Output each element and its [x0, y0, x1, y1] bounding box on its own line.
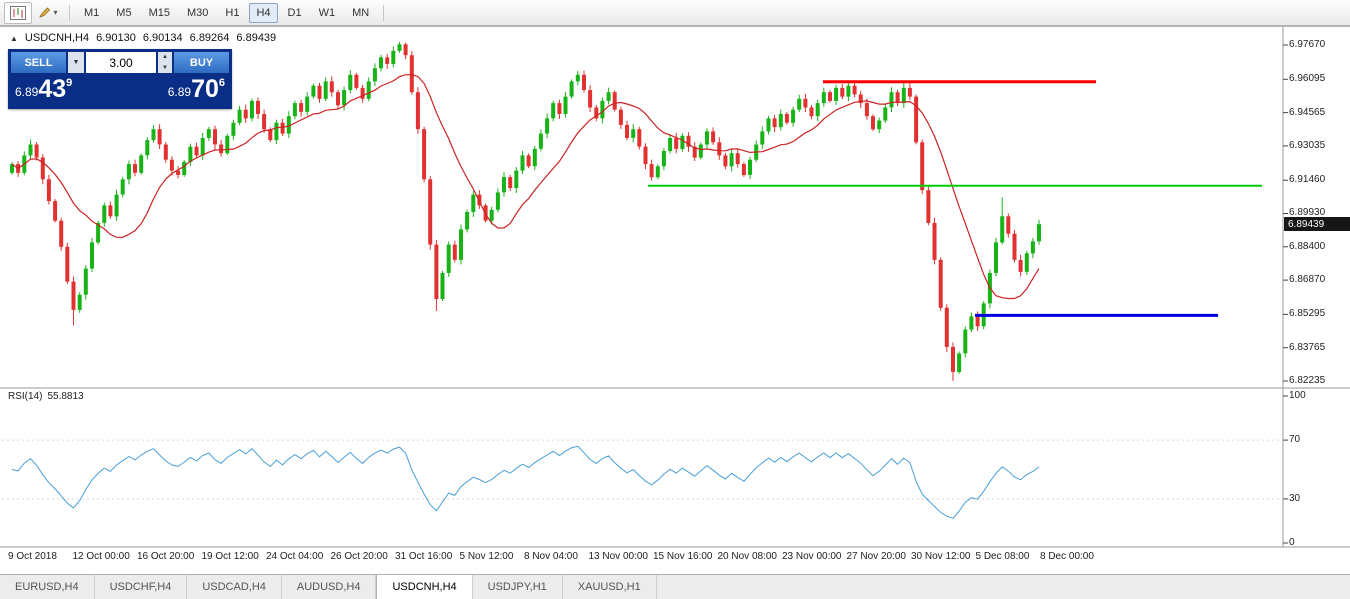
price-axis-label: 6.91460 [1289, 174, 1326, 186]
chart-area [0, 26, 1350, 575]
timeframe-button-m1[interactable]: M1 [84, 6, 100, 19]
symbol-tab-usdcnh-h4[interactable]: USDCNH,H4 [376, 575, 473, 599]
ohlc-high: 6.90134 [142, 32, 183, 44]
pencil-icon [39, 7, 51, 18]
ohlc-close: 6.89439 [236, 32, 277, 44]
draw-tool-button[interactable]: ▾ [34, 2, 62, 24]
price-axis-label: 6.94565 [1289, 106, 1326, 118]
volume-input[interactable] [86, 52, 156, 73]
time-axis-label: 8 Dec 00:00 [1040, 551, 1094, 562]
timeframe-button-m15[interactable]: M15 [148, 6, 170, 19]
price-axis-label: 6.86870 [1289, 274, 1326, 286]
volume-up-icon[interactable]: ▲ [162, 54, 168, 61]
time-axis-label: 24 Oct 04:00 [266, 551, 324, 562]
rsi-indicator-label: RSI(14) 55.8813 [8, 391, 84, 402]
bid-prefix: 6.89 [15, 85, 39, 99]
chart-symbol-label: USDCNH,H4 [24, 32, 90, 44]
time-axis-label: 12 Oct 00:00 [72, 551, 130, 562]
time-axis-label: 26 Oct 20:00 [330, 551, 388, 562]
candlestick-chart-icon [10, 5, 26, 20]
sell-button[interactable]: SELL [11, 52, 66, 73]
ask-prefix: 6.89 [167, 85, 192, 99]
chart-ohlc-header: ▲ USDCNH,H4 6.90130 6.90134 6.89264 6.89… [10, 32, 276, 44]
time-axis-label: 20 Nov 08:00 [717, 551, 778, 562]
time-axis-label: 23 Nov 00:00 [782, 551, 842, 562]
toolbar-separator-2 [383, 4, 385, 21]
time-axis-label: 30 Nov 12:00 [911, 551, 971, 562]
volume-down-icon[interactable]: ▼ [162, 64, 168, 71]
price-axis-label: 6.85295 [1289, 308, 1326, 320]
ask-price[interactable]: 6.89 70 6 [164, 74, 229, 106]
timeframe-button-mn[interactable]: MN [352, 6, 370, 19]
time-axis-label: 9 Oct 2018 [8, 551, 57, 562]
timeframe-button-d1[interactable]: D1 [287, 6, 302, 19]
draw-tool-dropdown-icon[interactable]: ▾ [53, 8, 58, 17]
time-axis-label: 27 Nov 20:00 [846, 551, 907, 562]
ohlc-low: 6.89264 [189, 32, 230, 44]
price-axis-label: 6.97670 [1289, 39, 1326, 50]
bid-price[interactable]: 6.89 43 9 [11, 74, 76, 106]
timeframe-button-m5[interactable]: M5 [116, 6, 132, 19]
toolbar-separator [69, 4, 70, 21]
symbol-tab-usdchf-h4[interactable]: USDCHF,H4 [95, 575, 188, 599]
time-axis-label: 13 Nov 00:00 [588, 551, 649, 562]
price-axis-label: 6.82235 [1289, 375, 1326, 386]
symbol-tab-xauusd-h1[interactable]: XAUUSD,H1 [563, 575, 657, 599]
rsi-value: 55.8813 [47, 391, 84, 402]
timeframe-button-h4[interactable]: H4 [249, 2, 278, 23]
price-axis-label: 6.93035 [1289, 139, 1326, 151]
timeframe-bar: M1 M5 M15 M30 H1 H4 D1 W1 MN [77, 2, 376, 23]
bid-big-figures: 43 [38, 75, 67, 103]
buy-button[interactable]: BUY [174, 52, 229, 73]
ask-big-figures: 70 [191, 75, 219, 103]
price-axis-label: 6.83765 [1289, 341, 1326, 353]
timeframe-button-m30[interactable]: M30 [186, 6, 209, 19]
current-price-badge: 6.89439 [1284, 217, 1350, 232]
rsi-axis-label: 100 [1289, 390, 1306, 401]
top-toolbar: ▾ M1 M5 M15 M30 H1 H4 D1 W1 MN [0, 0, 1350, 26]
time-axis-label: 16 Oct 20:00 [137, 551, 195, 562]
volume-stepper: ▲ ▼ [158, 52, 172, 73]
symbol-tab-usdcad-h4[interactable]: USDCAD,H4 [187, 575, 282, 599]
timeframe-button-h1[interactable]: H1 [225, 6, 240, 19]
bid-pipette: 9 [66, 77, 73, 89]
price-axis-label: 6.89930 [1289, 207, 1326, 219]
ask-pipette: 6 [218, 77, 225, 89]
rsi-axis-label: 70 [1289, 434, 1301, 446]
rsi-axis-label: 30 [1289, 492, 1301, 504]
symbol-tab-eurusd-h4[interactable]: EURUSD,H4 [0, 575, 95, 599]
rsi-name: RSI(14) [8, 391, 43, 402]
volume-dropdown-button[interactable]: ▼ [68, 52, 84, 73]
time-axis-label: 5 Nov 12:00 [459, 551, 514, 562]
time-axis-label: 19 Oct 12:00 [201, 551, 259, 562]
window-marker-icon[interactable]: ▲ [10, 33, 18, 43]
symbol-tab-bar: EURUSD,H4 USDCHF,H4 USDCAD,H4 AUDUSD,H4 USDC… [0, 574, 1350, 599]
ohlc-open: 6.90130 [96, 32, 136, 44]
time-axis-label: 8 Nov 04:00 [524, 551, 578, 562]
time-axis-label: 31 Oct 16:00 [395, 551, 453, 562]
symbol-tab-audusd-h4[interactable]: AUDUSD,H4 [282, 575, 377, 599]
timeframe-button-w1[interactable]: W1 [318, 6, 336, 19]
time-axis-label: 15 Nov 16:00 [653, 551, 713, 562]
rsi-axis-label: 0 [1289, 537, 1295, 548]
price-axis-label: 6.96095 [1289, 73, 1326, 85]
time-axis-label: 5 Dec 08:00 [975, 551, 1030, 562]
symbol-tab-usdjpy-h1[interactable]: USDJPY,H1 [473, 575, 563, 599]
chart-window-icon[interactable] [4, 1, 32, 24]
price-axis-label: 6.88400 [1289, 240, 1326, 252]
